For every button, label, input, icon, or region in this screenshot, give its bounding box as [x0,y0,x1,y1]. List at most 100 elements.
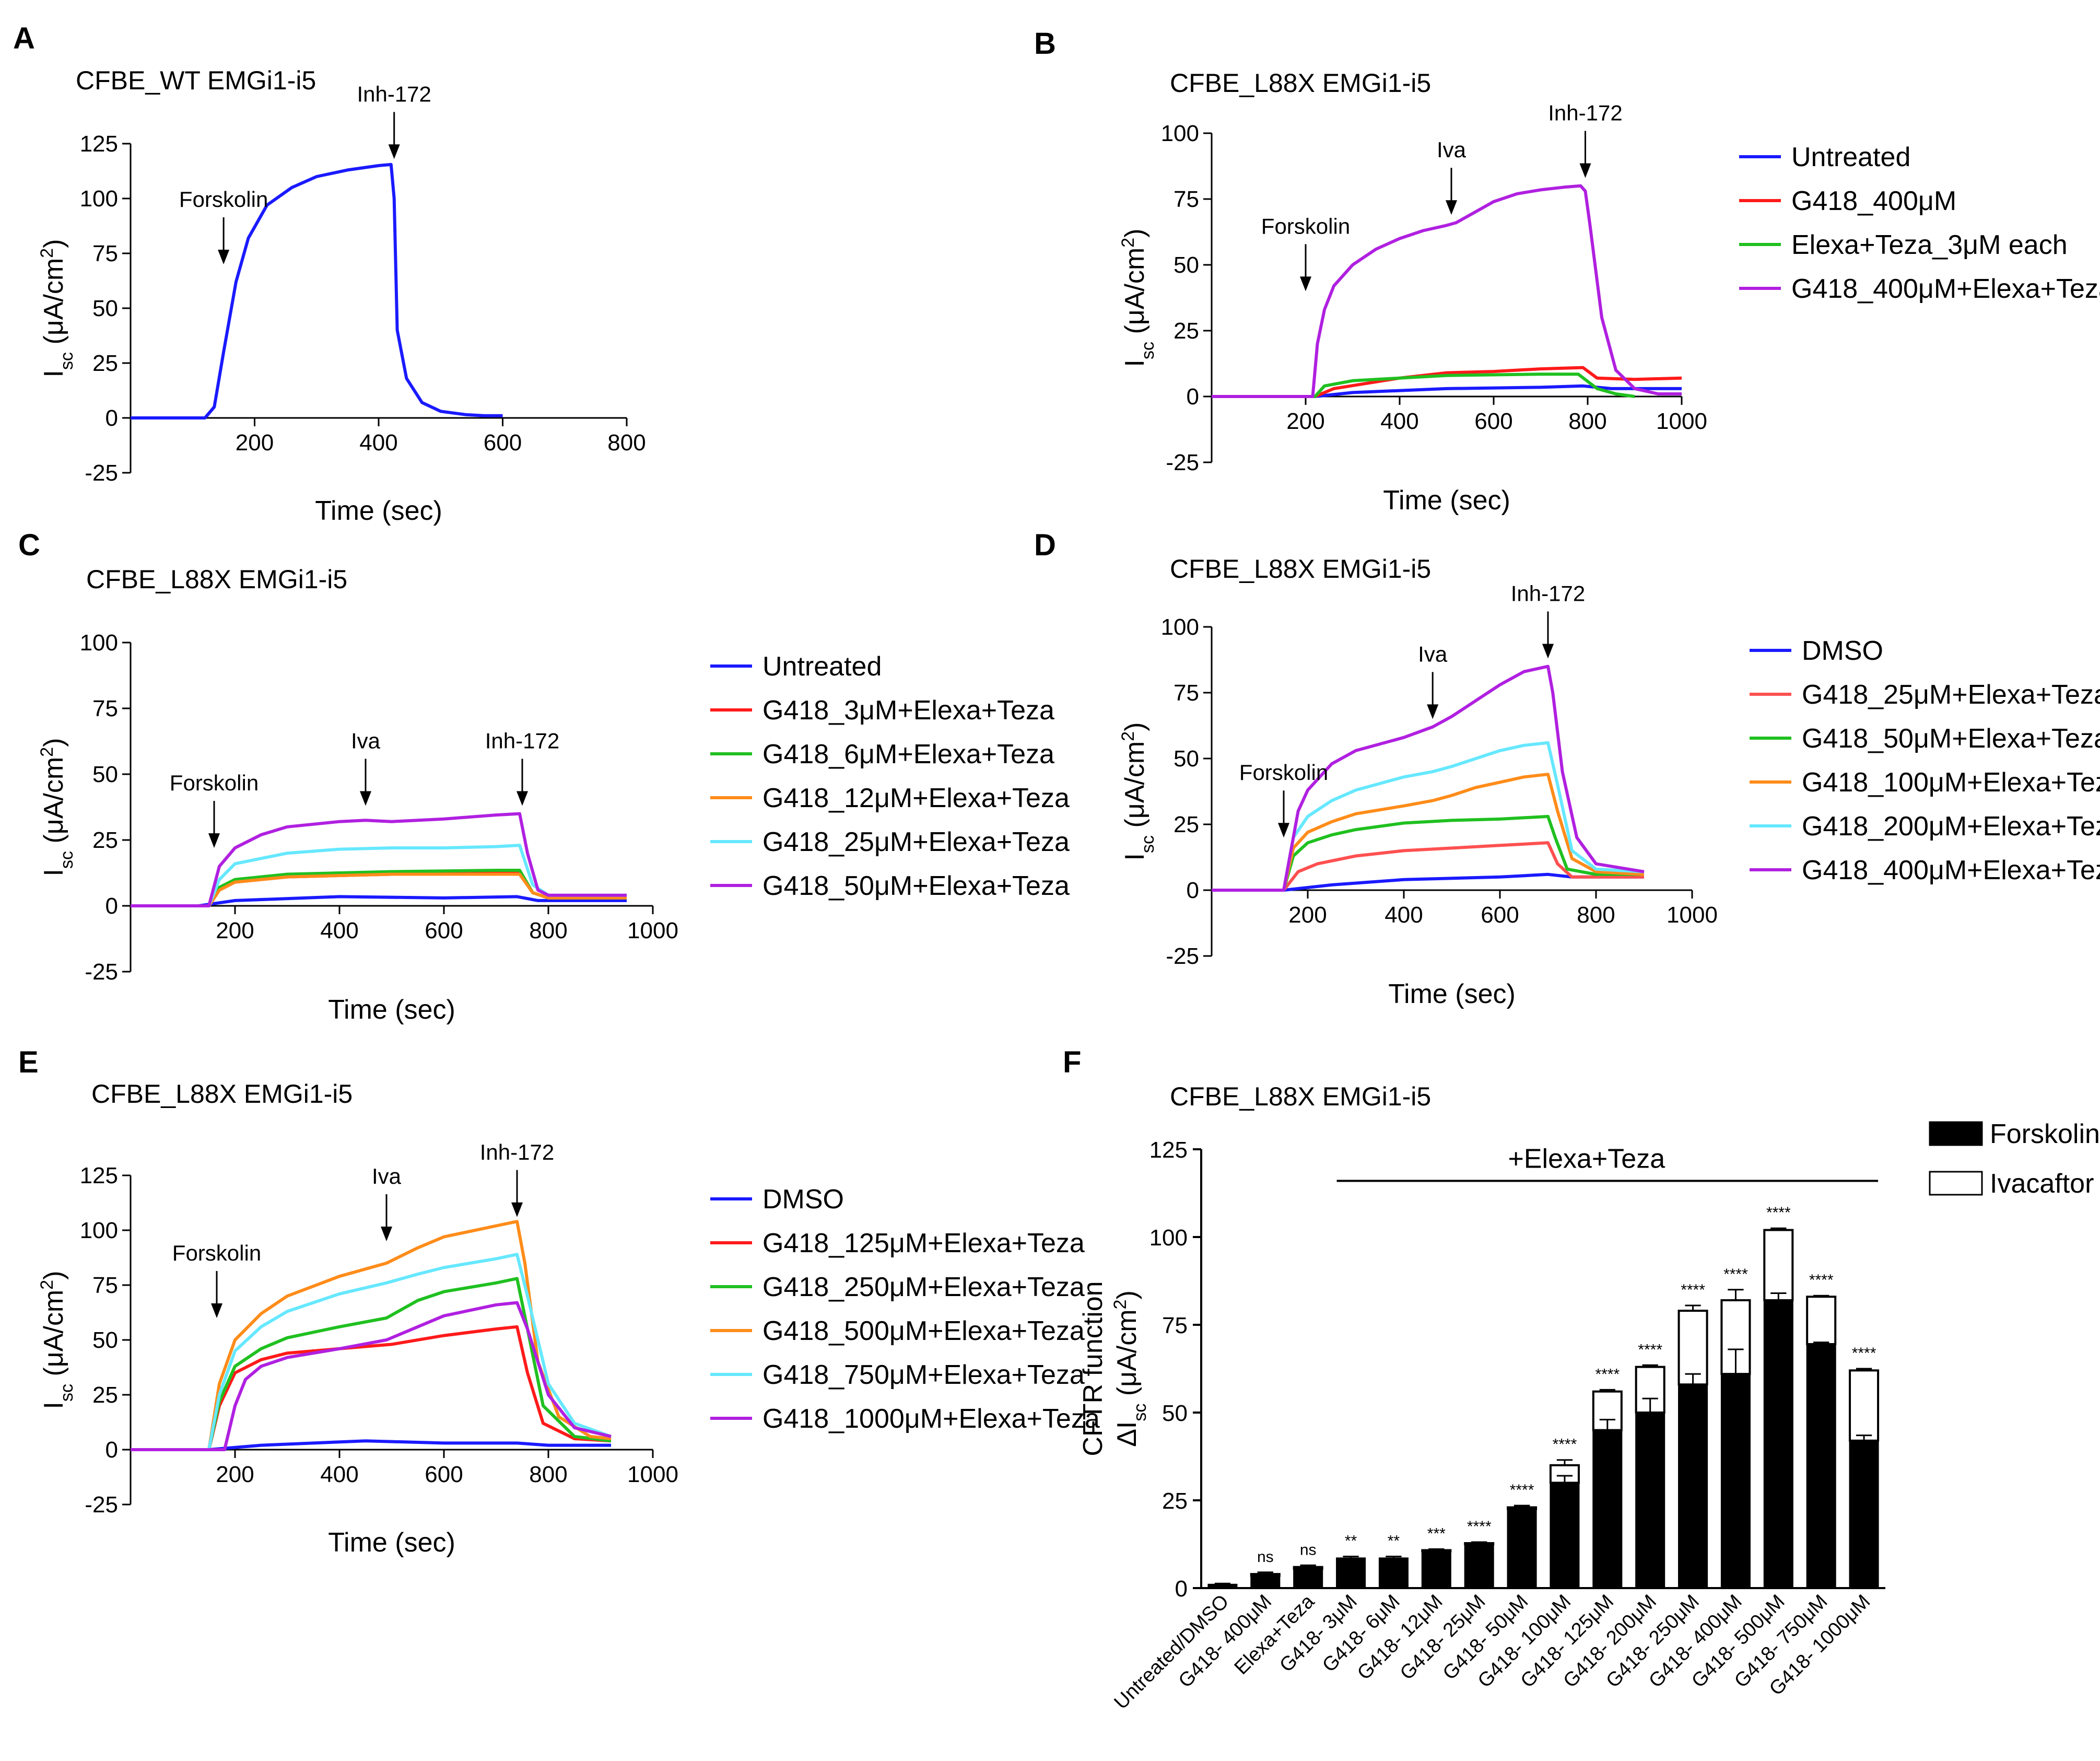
bar-forskolin [1250,1575,1281,1589]
legend-label: G418_125μM+Elexa+Teza [762,1228,1085,1258]
legend-label: G418_500μM+Elexa+Teza [762,1316,1085,1346]
annotation-label: Iva [1437,137,1467,162]
annotation-label: Inh-172 [1511,581,1585,605]
panel-f: F CFBE_L88X EMGi1-i5 0 25 50 75 100 125 CFTR f… [1024,1019,2100,1761]
y-tick-label: 125 [80,1163,118,1188]
legend-entry: G418_100μM+Elexa+Teza [1750,767,2100,798]
x-tick-label: 600 [425,1462,463,1487]
significance-label: ** [1388,1533,1400,1550]
panel-a: A CFBE_WT EMGi1-i5 -25 0 25 50 75 100 125 200 40… [0,0,757,526]
series-line [1212,664,1645,892]
x-tick-label: 1000 [1667,902,1718,928]
legend-label: G418_400μM [1791,186,1956,216]
arrow-head [517,791,528,806]
y-tick-label: 50 [92,762,118,787]
x-tick-label: 200 [216,1462,254,1487]
legend-entry: G418_3μM+Elexa+Teza [710,695,1054,726]
annotation: Iva [1437,137,1467,215]
legend-entry: G418_500μM+Elexa+Teza [710,1316,1085,1346]
bar-forskolin [1207,1583,1238,1589]
chart-title: CFBE_L88X EMGi1-i5 [1170,554,1432,584]
bar-forskolin [1378,1557,1409,1589]
series-line [1212,741,1645,892]
x-tick-label: 800 [1577,902,1615,928]
x-tick-label: 400 [320,1462,358,1487]
y-tick-label: 75 [1174,680,1199,706]
bar-forskolin [1763,1299,1793,1589]
legend-entry: G418_200μM+Elexa+Teza [1750,811,2100,842]
legend-entry: G418_12μM+Elexa+Teza [710,783,1070,813]
x-tick-label: 200 [1288,902,1327,928]
series-line [1212,366,1682,398]
arrow-head [211,1303,222,1318]
annotation-label: Forskolin [1261,214,1350,238]
legend-entry: DMSO [1750,636,1883,666]
legend-entry: G418_25μM+Elexa+Teza [1750,680,2100,710]
x-tick-label: 400 [1385,902,1423,928]
y-tick-label: 100 [1149,1225,1188,1251]
chart-svg-c: -25 0 25 50 75 100 200 400 600 800 1000 Time (sec) I… [37,630,1070,1025]
y-axis-title: Isc (μA/cm2) [37,1271,77,1409]
y-tick-label: -25 [1166,943,1199,969]
y-tick-label: 75 [92,1273,118,1298]
y-axis-title-line1: CFTR function [1078,1281,1108,1456]
chart-svg-a: -25 0 25 50 75 100 125 200 400 600 800 Time (sec) Is… [37,81,646,526]
legend-entry: Untreated [710,651,882,682]
y-tick-label: 100 [1161,121,1199,146]
bar-forskolin [1806,1343,1836,1589]
y-tick-label: 0 [105,893,118,919]
y-tick-label: -25 [85,460,118,486]
legend-entry: G418_50μM+Elexa+Teza [710,871,1070,901]
legend-entry: G418_1000μM+Elexa+Teza [710,1404,1100,1434]
series-line [131,1277,612,1451]
significance-label: **** [1681,1281,1705,1299]
annotation-label: Inh-172 [357,81,431,106]
y-tick-label: 0 [105,1437,118,1463]
series-line [1212,872,1644,892]
arrow-head [360,791,371,806]
significance-label: **** [1467,1518,1492,1535]
significance-label: **** [1809,1272,1834,1289]
panel-letter: C [18,528,40,562]
significance-label: **** [1766,1204,1791,1221]
y-tick-label: 100 [80,630,118,656]
y-tick-label: 50 [92,1327,118,1353]
y-tick-label: 50 [92,296,118,321]
annotation-label: Iva [372,1164,402,1188]
bar-forskolin [1635,1412,1665,1589]
chart-title: CFBE_L88X EMGi1-i5 [91,1079,353,1109]
panel-b: B CFBE_L88X EMGi1-i5 -25 0 25 50 75 100 200 400… [1024,0,2100,522]
panel-d: D CFBE_L88X EMGi1-i5 -25 0 25 50 75 100 200 400… [1024,522,2100,1019]
x-axis-title: Time (sec) [1383,485,1510,516]
panel-e: E CFBE_L88X EMGi1-i5 -25 0 25 50 75 100 125 200… [0,1019,1100,1558]
annotation-label: Inh-172 [485,728,559,753]
bar-forskolin [1464,1543,1494,1589]
legend-label: G418_6μM+Elexa+Teza [762,739,1054,769]
legend-label: G418_1000μM+Elexa+Teza [762,1404,1100,1434]
legend-label: G418_750μM+Elexa+Teza [762,1360,1085,1390]
series-line [1212,814,1644,892]
annotation-label: Forskolin [1239,760,1328,785]
x-tick-label: 1000 [627,1462,678,1487]
panel-letter: E [18,1045,39,1079]
y-tick-label: 25 [92,1382,118,1408]
legend-label: G418_400μM+Elexa+Teza [1802,855,2100,885]
significance-label: ns [1300,1541,1317,1558]
chart-svg-e: -25 0 25 50 75 100 125 200 400 600 800 1000 Time (se… [37,1140,1100,1558]
significance-label: **** [1638,1341,1662,1358]
arrow-head [208,833,220,848]
y-axis-title: Isc (μA/cm2) [37,738,77,877]
bracket-label: +Elexa+Teza [1508,1144,1665,1174]
x-tick-label: 1000 [1656,409,1707,434]
y-axis-title: Isc (μA/cm2) [1118,722,1158,861]
annotation: Iva [351,728,381,806]
annotation: Forskolin [1239,760,1328,838]
series-line [131,1253,612,1451]
arrow-head [218,250,230,264]
bar-forskolin [1720,1373,1751,1589]
panel-c: C CFBE_L88X EMGi1-i5 -25 0 25 50 75 100 200 400… [0,522,1070,1025]
significance-label: **** [1510,1482,1534,1499]
annotation: Inh-172 [1548,101,1623,178]
bar-forskolin [1336,1557,1366,1589]
x-tick-label: 800 [529,1462,567,1487]
